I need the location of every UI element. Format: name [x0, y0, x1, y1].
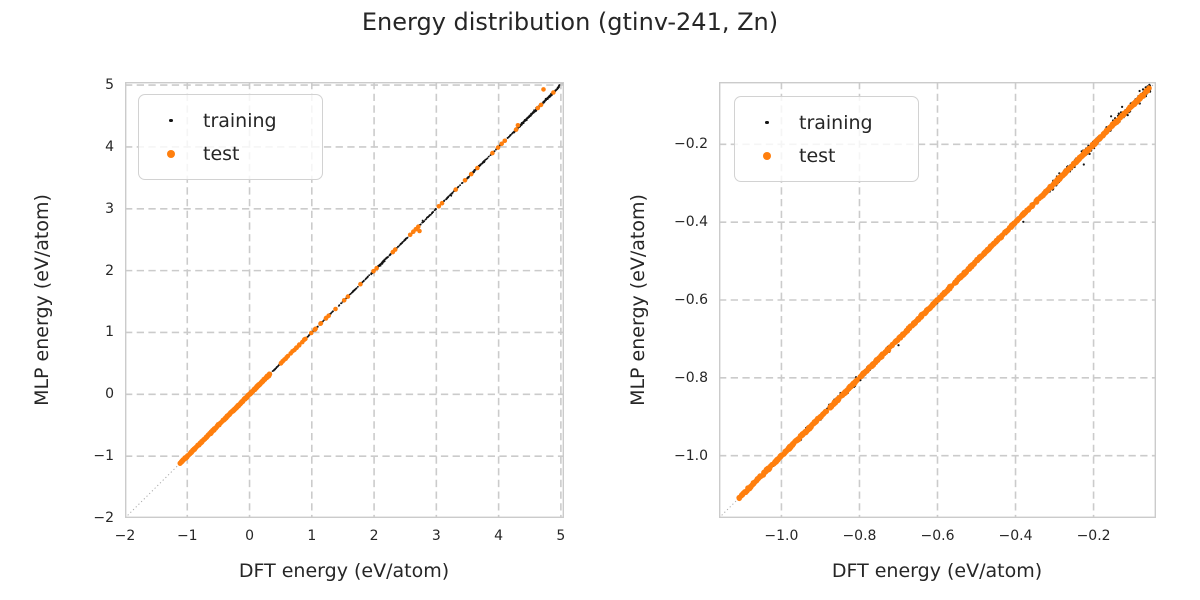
- legend-item-test: test: [139, 137, 322, 170]
- test-dot-icon: [167, 149, 175, 158]
- x-tick-label: 3: [431, 528, 441, 544]
- x-tick-label: −2: [114, 528, 136, 544]
- left-plot-legend: training test: [138, 94, 323, 180]
- y-tick-label: −1: [93, 448, 114, 465]
- y-tick-label: −0.6: [674, 292, 708, 308]
- axes-spines: [125, 82, 564, 518]
- y-tick-label: 0: [105, 386, 114, 403]
- x-tick-label: 4: [494, 528, 504, 544]
- y-tick-label: −1.0: [674, 447, 708, 464]
- test-dot-icon: [763, 151, 771, 160]
- right-plot-legend: training test: [734, 96, 919, 182]
- y-tick-label: −2: [93, 510, 114, 526]
- legend-label-test: test: [203, 142, 240, 165]
- y-tick-label: −0.8: [674, 369, 708, 386]
- test-points: [177, 87, 556, 466]
- legend-item-training: training: [735, 106, 918, 139]
- x-tick-label: −1: [176, 528, 198, 544]
- legend-label-training: training: [203, 109, 277, 132]
- axes-spines: [719, 82, 1156, 518]
- left-plot: [125, 82, 564, 518]
- y-tick-label: 4: [105, 138, 114, 155]
- training-marker-cell: [139, 118, 203, 123]
- training-marker-cell: [735, 120, 799, 125]
- y-tick-label: 2: [105, 262, 114, 279]
- training-dot-icon: [169, 118, 173, 123]
- x-tick-label: −0.8: [842, 528, 877, 544]
- test-marker-cell: [139, 149, 203, 158]
- y-tick-label: 1: [105, 324, 114, 341]
- left-plot-ylabel: MLP energy (eV/atom): [31, 194, 53, 406]
- left-plot-xlabel: DFT energy (eV/atom): [238, 560, 450, 582]
- x-tick-label: 1: [307, 528, 317, 544]
- right-plot-xlabel: DFT energy (eV/atom): [831, 560, 1043, 582]
- x-tick-label: 0: [245, 528, 254, 544]
- right-plot-ylabel: MLP energy (eV/atom): [627, 194, 649, 406]
- x-tick-label: −0.4: [998, 528, 1033, 544]
- x-tick-label: −1.0: [764, 528, 799, 544]
- y-tick-label: 3: [105, 200, 114, 217]
- x-tick-label: −0.2: [1076, 528, 1111, 544]
- test-points: [736, 85, 1152, 502]
- x-tick-label: −0.6: [920, 528, 955, 544]
- training-dot-icon: [765, 120, 769, 125]
- legend-label-test: test: [799, 144, 836, 167]
- y-tick-label: −0.4: [674, 214, 708, 231]
- legend-item-test: test: [735, 139, 918, 172]
- x-tick-label: 2: [369, 528, 379, 544]
- y-tick-label: −0.2: [674, 136, 708, 153]
- legend-item-training: training: [139, 104, 322, 137]
- figure-title: Energy distribution (gtinv-241, Zn): [361, 8, 779, 36]
- test-marker-cell: [735, 151, 799, 160]
- legend-label-training: training: [799, 111, 873, 134]
- x-tick-label: 5: [556, 528, 566, 544]
- y-tick-label: 5: [105, 77, 114, 94]
